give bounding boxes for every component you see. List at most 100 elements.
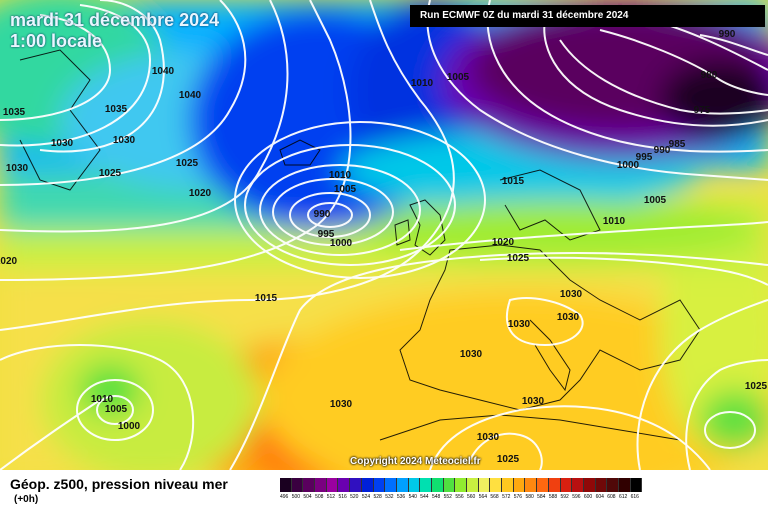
isobar-label: 1035 [105, 104, 128, 115]
isobar-label: 1020 [492, 237, 515, 248]
scale-label: 504 [303, 494, 312, 500]
scale-swatch: 552 [443, 478, 456, 502]
isobar-label: 1000 [118, 421, 141, 432]
scale-color [443, 478, 456, 492]
scale-color [338, 478, 351, 492]
scale-swatch: 544 [420, 478, 432, 502]
scale-swatch: 600 [583, 478, 596, 502]
isobar-label: 1025 [745, 381, 768, 392]
isobar-label: 1030 [560, 289, 583, 300]
isobar-label: 1010 [603, 216, 626, 227]
scale-swatch: 596 [572, 478, 584, 502]
isobar-label: 990 [719, 29, 736, 40]
scale-color [326, 478, 339, 492]
scale-color [350, 478, 362, 492]
isobar-label: 990 [314, 209, 331, 220]
scale-label: 584 [537, 494, 546, 500]
scale-swatch: 500 [291, 478, 304, 502]
scale-color [502, 478, 514, 492]
date-line: mardi 31 décembre 2024 [10, 10, 220, 30]
isobar-label: 1030 [508, 319, 531, 330]
scale-label: 608 [607, 494, 616, 500]
scale-label: 596 [572, 494, 581, 500]
scale-color [513, 478, 526, 492]
isobar-label: 975 [694, 105, 711, 116]
scale-label: 560 [467, 494, 476, 500]
map-date-title: mardi 31 décembre 2024 1:00 locale [10, 10, 219, 52]
scale-swatch: 524 [361, 478, 374, 502]
scale-swatch: 540 [408, 478, 421, 502]
scale-swatch: 496 [280, 478, 292, 502]
coastlines [19, 49, 701, 441]
scale-label: 516 [338, 494, 347, 500]
isobar-labels: 1040 1040 1035 1035 1030 1030 1030 1025 … [0, 29, 768, 465]
scale-label: 580 [525, 494, 534, 500]
scale-color [595, 478, 608, 492]
scale-label: 508 [315, 494, 324, 500]
scale-swatch: 592 [560, 478, 573, 502]
isobar-label: 1005 [334, 184, 357, 195]
time-line: 1:00 locale [10, 31, 103, 51]
scale-label: 592 [560, 494, 569, 500]
scale-label: 616 [630, 494, 639, 500]
scale-label: 572 [502, 494, 511, 500]
isobar-label: 1030 [522, 396, 545, 407]
scale-color [431, 478, 444, 492]
scale-swatch: 576 [513, 478, 526, 502]
isobar-label: 1030 [460, 349, 483, 360]
scale-swatch: 548 [431, 478, 444, 502]
scale-swatch: 572 [502, 478, 514, 502]
scale-swatch: 556 [455, 478, 467, 502]
scale-color [455, 478, 467, 492]
isobar-label: 1030 [477, 432, 500, 443]
isobar-label: 1030 [557, 312, 580, 323]
copyright-notice: Copyright 2024 Meteociel.fr [350, 456, 481, 467]
scale-label: 524 [361, 494, 371, 500]
isobar-label: 1025 [497, 454, 520, 465]
scale-swatch: 588 [548, 478, 561, 502]
scale-label: 500 [291, 494, 301, 500]
scale-label: 612 [618, 494, 628, 500]
scale-color [525, 478, 538, 492]
scale-swatch: 508 [315, 478, 327, 502]
isobar-label: 1030 [51, 138, 74, 149]
scale-swatch: 580 [525, 478, 538, 502]
isobar-label: 1015 [255, 293, 278, 304]
isobar-label: 1030 [113, 135, 136, 146]
isobar-label: 1030 [6, 163, 29, 174]
coast-iceland [279, 139, 321, 166]
scale-label: 532 [385, 494, 394, 500]
scale-color [396, 478, 409, 492]
scale-color [548, 478, 561, 492]
scale-swatch: 532 [385, 478, 397, 502]
legend-subtitle: (+0h) [14, 494, 39, 505]
isobar-label: 1025 [99, 168, 122, 179]
color-scale: 496 500 504 508 512 516 520 524 528 532 536 540 544 5… [280, 478, 643, 502]
scale-swatch: 516 [338, 478, 351, 502]
isobar-label: 1010 [329, 170, 352, 181]
scale-color [361, 478, 374, 492]
scale-swatch: 528 [373, 478, 386, 502]
scale-swatch: 568 [490, 478, 503, 502]
scale-color [420, 478, 432, 492]
scale-swatch: 560 [467, 478, 479, 502]
scale-swatch: 608 [607, 478, 619, 502]
coast-britain [409, 199, 446, 256]
scale-swatch: 520 [350, 478, 362, 502]
scale-label: 568 [490, 494, 499, 500]
coast-italy [529, 319, 571, 392]
scale-color [607, 478, 619, 492]
isobar-label: 1025 [507, 253, 530, 264]
isobar-label: 1040 [152, 66, 175, 77]
scale-label: 552 [443, 494, 452, 500]
isobar-label: 980 [701, 70, 718, 81]
scale-label: 544 [420, 494, 429, 500]
scale-color [537, 478, 549, 492]
scale-label: 548 [431, 494, 441, 500]
isobar-label: 1030 [330, 399, 353, 410]
scale-swatch: 512 [326, 478, 339, 502]
scale-color [280, 478, 292, 492]
scale-swatch: 616 [630, 478, 643, 502]
scale-color [373, 478, 386, 492]
isobars [0, 0, 768, 470]
